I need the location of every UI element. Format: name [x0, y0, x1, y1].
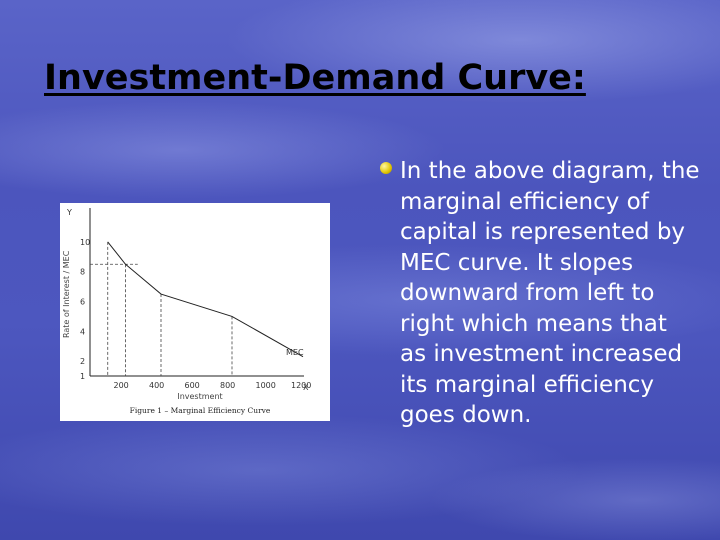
bullet-item: In the above diagram, the marginal effic… [380, 156, 700, 431]
y-tick-label: 10 [80, 238, 90, 247]
y-tick-label: 1 [80, 372, 85, 381]
x-tick-label: 1200 [291, 381, 311, 390]
y-axis-letter: Y [66, 208, 72, 217]
mec-chart: Y X Rate of Interest / MEC Investment Fi… [62, 208, 311, 415]
bullet-icon [380, 162, 392, 174]
bullet-text: In the above diagram, the marginal effic… [400, 158, 700, 428]
x-tick-label: 200 [114, 381, 129, 390]
x-tick-label: 800 [220, 381, 235, 390]
slide-title: Investment-Demand Curve: [44, 58, 586, 98]
mec-curve-line [107, 241, 304, 358]
y-tick-label: 2 [80, 357, 85, 366]
y-axis-label: Rate of Interest / MEC [62, 250, 71, 338]
y-tick-label: 8 [80, 268, 85, 277]
x-tick-label: 1000 [256, 381, 276, 390]
mec-curve-label: MEC [286, 348, 304, 357]
x-tick-label: 600 [185, 381, 200, 390]
y-tick-label: 6 [80, 298, 85, 307]
x-tick-label: 400 [149, 381, 164, 390]
x-axis-letter: X [303, 383, 309, 392]
mec-figure: Y X Rate of Interest / MEC Investment Fi… [60, 203, 330, 421]
figure-caption: Figure 1 – Marginal Efficiency Curve [130, 406, 271, 415]
x-axis-label: Investment [177, 392, 222, 401]
y-tick-label: 4 [80, 327, 85, 336]
